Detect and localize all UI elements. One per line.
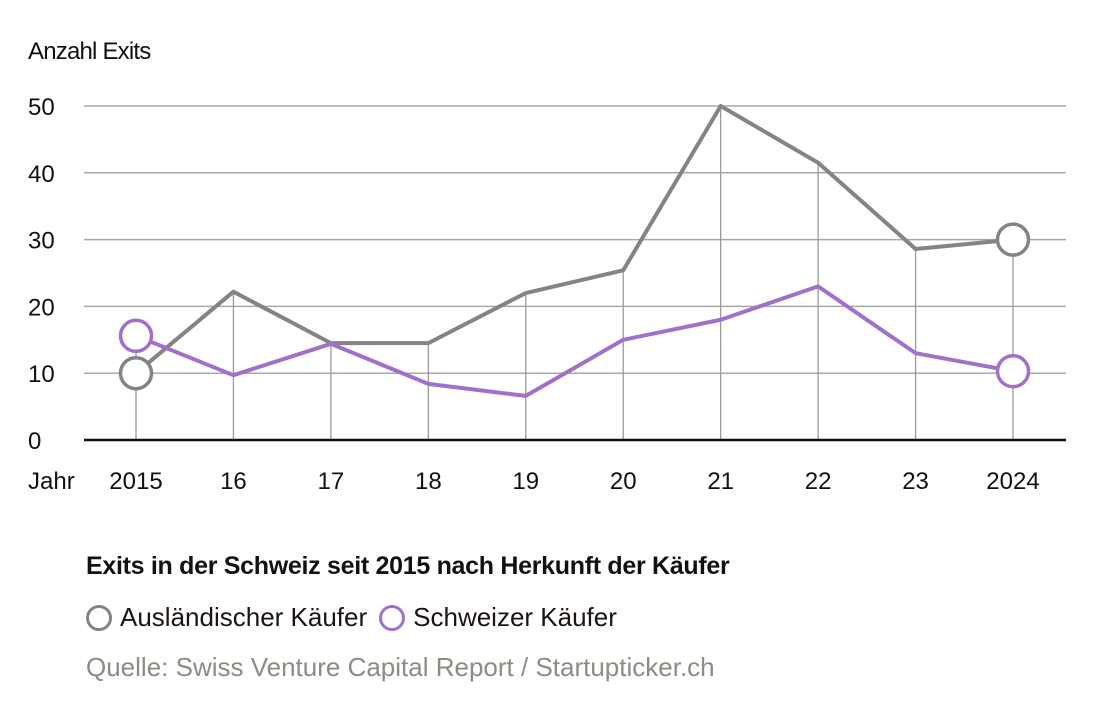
x-tick-label: 21 <box>707 468 734 495</box>
x-tick-label: 17 <box>318 468 345 495</box>
legend: Ausländischer Käufer Schweizer Käufer <box>86 602 629 633</box>
endpoint-marker <box>995 353 1031 389</box>
source-note: Quelle: Swiss Venture Capital Report / S… <box>86 652 715 682</box>
series-line-1 <box>134 284 1015 398</box>
x-tick-label: 19 <box>512 468 539 495</box>
x-axis-title: Jahr <box>28 468 75 495</box>
x-tick-label: 16 <box>220 468 247 495</box>
purple-circle-icon <box>379 604 406 631</box>
gray-circle-icon <box>86 604 112 631</box>
legend-item-foreign: Ausländischer Käufer <box>86 602 367 633</box>
y-tick-label: 40 <box>28 161 55 188</box>
chart-title: Exits in der Schweiz seit 2015 nach Herk… <box>86 552 730 580</box>
x-tick-label: 20 <box>610 468 637 495</box>
y-tick-label: 50 <box>28 94 55 121</box>
legend-item-swiss: Schweizer Käufer <box>379 602 617 633</box>
x-tick-label: 22 <box>805 468 832 495</box>
y-tick-label: 10 <box>28 361 55 388</box>
endpoint-marker <box>118 318 154 354</box>
legend-label-swiss: Schweizer Käufer <box>413 602 617 632</box>
x-tick-label: 2024 <box>986 468 1039 495</box>
x-tick-label: 18 <box>415 468 442 495</box>
series-line-0 <box>134 104 1015 376</box>
x-tick-label: 2015 <box>109 468 162 495</box>
y-axis-title: Anzahl Exits <box>28 38 151 65</box>
endpoint-marker <box>995 222 1031 257</box>
y-tick-label: 0 <box>28 428 41 455</box>
y-tick-label: 30 <box>28 228 55 255</box>
line-chart: 0 10 20 30 40 50 Jahr 2015 16 17 18 19 20 21 22 23 2024 <box>28 94 1066 495</box>
endpoint-marker <box>118 355 154 391</box>
y-tick-label: 20 <box>28 294 55 321</box>
x-tick-label: 23 <box>902 468 929 495</box>
legend-label-foreign: Ausländischer Käufer <box>120 602 368 632</box>
